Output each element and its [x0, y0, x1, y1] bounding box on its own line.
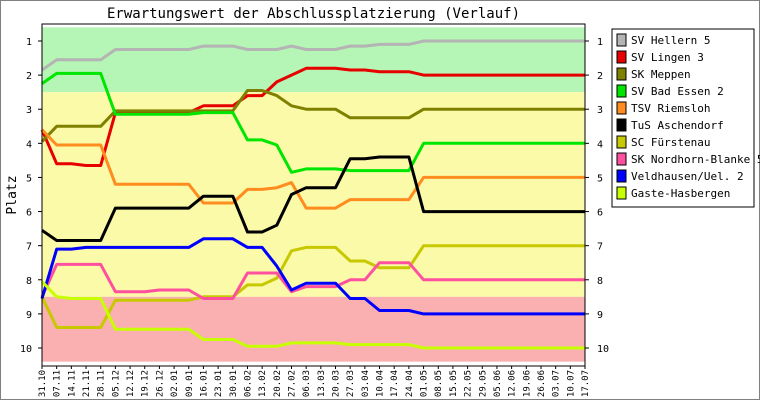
y-tick-label-right: 5 [597, 173, 603, 184]
series-line-4 [41, 71, 585, 174]
series-line-2 [40, 66, 585, 167]
x-tick-label: 10.04 [376, 370, 386, 397]
x-tick-label: 16.01 [199, 370, 209, 397]
series-line-10 [40, 280, 585, 350]
legend-swatch-9 [616, 169, 627, 183]
legend-swatch-5 [616, 101, 627, 115]
legend-box [611, 28, 755, 208]
y-tick-label-left: 2 [26, 71, 32, 82]
x-tick-label: 03.07 [552, 370, 562, 397]
legend-swatch-6 [616, 118, 627, 132]
x-tick-label: 01.05 [420, 370, 430, 397]
x-tick-label: 06.03 [302, 370, 312, 397]
x-tick-label: 12.06 [508, 370, 518, 397]
plot-border [41, 23, 586, 367]
y-tick-label-left: 6 [26, 208, 32, 219]
x-tick-label: 17.04 [390, 370, 400, 397]
x-tick-label: 29.05 [478, 370, 488, 397]
chart-title: Erwartungswert der Abschlussplatzierung … [107, 6, 520, 22]
legend-swatch-2 [616, 50, 627, 64]
x-tick-label: 12.12 [126, 370, 136, 397]
x-tick-label: 15.05 [449, 370, 459, 397]
legend-swatch-10 [616, 186, 627, 200]
y-tick-label-left: 8 [26, 276, 32, 287]
y-tick-label-right: 8 [597, 276, 603, 287]
legend-label-9: Veldhausen/Uel. 2 [631, 170, 744, 183]
zone-band-1 [42, 27, 585, 93]
series-line-9 [40, 237, 585, 316]
x-tick-label: 20.03 [332, 370, 342, 397]
y-tick-label-right: 6 [597, 208, 603, 219]
legend-swatch-1 [616, 33, 627, 47]
y-tick-label-right: 9 [597, 310, 603, 321]
x-tick-label: 19.12 [141, 370, 151, 397]
series-line-5 [40, 128, 585, 210]
y-tick-label-left: 5 [26, 173, 32, 184]
x-tick-label: 08.05 [434, 370, 444, 397]
x-tick-label: 05.12 [111, 370, 121, 397]
legend-label-8: SK Nordhorn-Blanke 5 [631, 153, 760, 166]
y-axis-label: Platz [5, 175, 20, 214]
x-tick-label: 22.05 [464, 370, 474, 397]
x-tick-label: 27.02 [287, 370, 297, 397]
legend-swatch-8 [616, 152, 627, 166]
y-tick-label-left: 7 [26, 242, 32, 253]
x-tick-label: 17.07 [581, 370, 591, 397]
x-tick-label: 26.06 [537, 370, 547, 397]
x-tick-label: 20.02 [273, 370, 283, 397]
legend-label-4: SV Bad Essen 2 [631, 85, 724, 98]
x-tick-label: 26.12 [155, 370, 165, 397]
legend-label-1: SV Hellern 5 [631, 34, 710, 47]
y-tick-label-right: 10 [597, 344, 609, 355]
y-tick-label-right: 3 [597, 105, 603, 116]
legend-swatch-3 [616, 67, 627, 81]
y-tick-label-left: 9 [26, 310, 32, 321]
x-tick-label: 19.06 [522, 370, 532, 397]
legend-label-3: SK Meppen [631, 68, 691, 81]
series-line-1 [41, 39, 585, 72]
x-tick-label: 13.03 [317, 370, 327, 397]
series-line-8 [40, 261, 585, 300]
x-tick-label: 21.11 [82, 370, 92, 397]
legend-label-10: Gaste-Hasbergen [631, 187, 730, 200]
y-tick-label-right: 1 [597, 37, 603, 48]
series-line-6 [41, 155, 585, 242]
x-tick-label: 30.01 [229, 370, 239, 397]
series-line-3 [40, 89, 585, 143]
y-tick-label-left: 1 [26, 37, 32, 48]
x-tick-label: 05.06 [493, 370, 503, 397]
legend-swatch-7 [616, 135, 627, 149]
zone-band-2 [42, 92, 585, 297]
legend-label-5: TSV Riemsloh [631, 102, 710, 115]
x-tick-label: 13.02 [258, 370, 268, 397]
y-tick-label-right: 4 [597, 139, 603, 150]
x-tick-label: 14.11 [67, 370, 77, 397]
x-tick-label: 06.02 [243, 370, 253, 397]
legend-swatch-4 [616, 84, 627, 98]
y-tick-label-right: 2 [597, 71, 603, 82]
x-tick-label: 10.07 [566, 370, 576, 397]
x-tick-label: 07.11 [53, 370, 63, 397]
series-line-7 [40, 244, 585, 329]
y-tick-label-left: 3 [26, 105, 32, 116]
y-tick-label-right: 7 [597, 242, 603, 253]
x-tick-label: 02.01 [170, 370, 180, 397]
x-tick-label: 28.11 [97, 370, 107, 397]
x-tick-label: 09.01 [185, 370, 195, 397]
x-tick-label: 03.04 [361, 370, 371, 397]
x-tick-label: 27.03 [346, 370, 356, 397]
x-tick-label: 23.01 [214, 370, 224, 397]
legend-label-6: TuS Aschendorf [631, 119, 724, 132]
x-tick-label: 24.04 [405, 370, 415, 397]
legend-label-7: SC Fürstenau [631, 136, 710, 149]
x-tick-label: 31.10 [38, 370, 48, 397]
y-tick-label-left: 10 [20, 344, 32, 355]
legend-label-2: SV Lingen 3 [631, 51, 704, 64]
y-tick-label-left: 4 [26, 139, 32, 150]
